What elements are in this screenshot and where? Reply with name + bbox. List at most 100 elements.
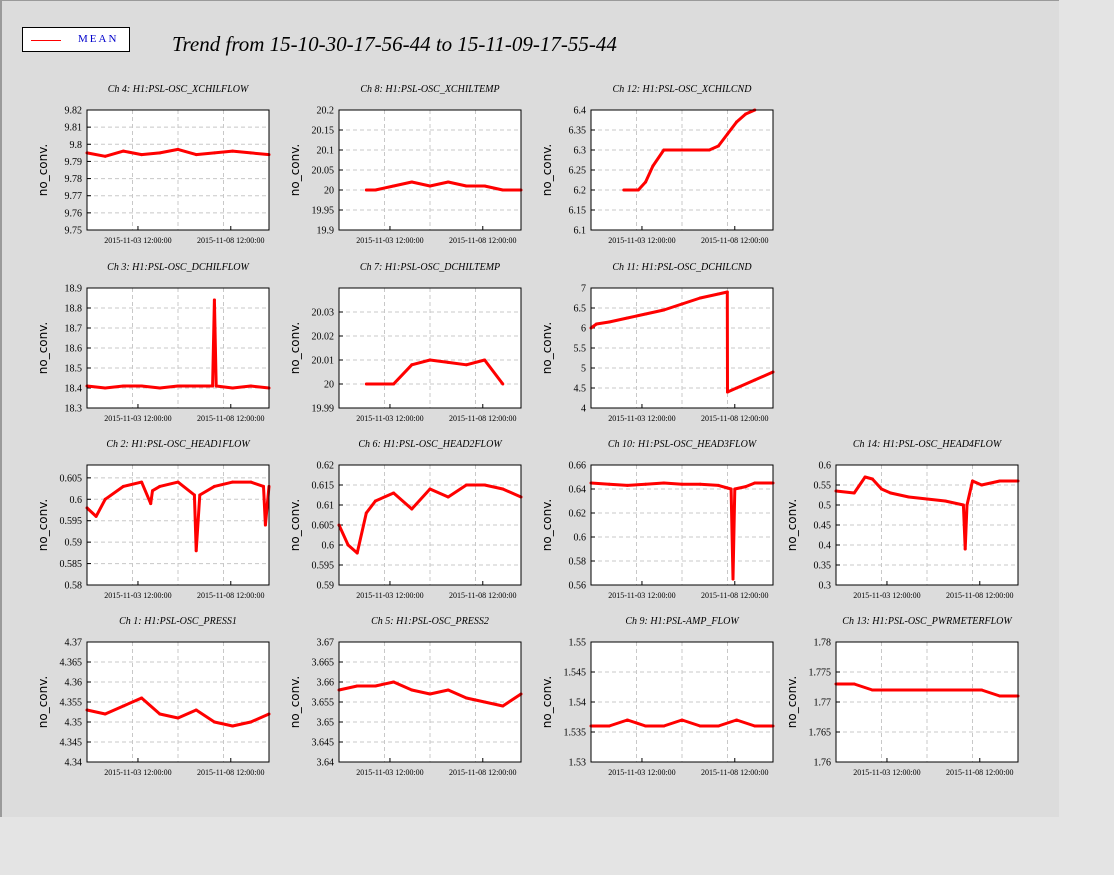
x-tick-label: 2015-11-08 12:00:00 bbox=[197, 236, 264, 245]
data-point bbox=[726, 390, 729, 394]
data-point bbox=[249, 480, 253, 484]
chart-title: Ch 3: H1:PSL-OSC_DCHILFLOW bbox=[107, 262, 250, 273]
y-tick-label: 4.345 bbox=[60, 738, 83, 749]
data-point bbox=[176, 384, 180, 388]
data-point bbox=[735, 120, 739, 124]
series-line bbox=[623, 108, 756, 192]
data-point bbox=[644, 482, 648, 486]
chart-panel: Ch 1: H1:PSL-OSC_PRESS1 4.34 4.345 4.35 4.35… bbox=[36, 616, 271, 777]
data-point bbox=[971, 479, 974, 483]
series-line bbox=[366, 180, 521, 192]
y-tick-label: 20.02 bbox=[312, 332, 335, 343]
data-point bbox=[907, 688, 911, 692]
data-point bbox=[607, 724, 611, 728]
y-tick-label: 9.81 bbox=[65, 123, 83, 134]
y-tick-label: 6.35 bbox=[569, 126, 587, 137]
data-point bbox=[744, 485, 748, 489]
data-point bbox=[94, 514, 98, 518]
data-point bbox=[870, 688, 874, 692]
data-point bbox=[212, 151, 216, 155]
data-point bbox=[735, 386, 739, 390]
data-point bbox=[662, 308, 666, 312]
x-tick-label: 2015-11-03 12:00:00 bbox=[356, 236, 423, 245]
data-point bbox=[625, 483, 629, 487]
y-tick-label: 1.535 bbox=[564, 728, 587, 739]
data-point bbox=[651, 164, 655, 168]
y-tick-label: 1.545 bbox=[564, 668, 587, 679]
data-point bbox=[501, 487, 505, 491]
plot-frame bbox=[590, 464, 774, 586]
data-point bbox=[961, 503, 965, 507]
y-tick-label: 20.1 bbox=[317, 146, 335, 157]
data-point bbox=[121, 384, 125, 388]
y-tick-label: 19.9 bbox=[317, 226, 335, 237]
plot-frame bbox=[86, 109, 270, 231]
y-axis-label: no_conv. bbox=[540, 322, 554, 374]
data-point bbox=[963, 547, 967, 551]
y-tick-label: 3.66 bbox=[317, 678, 335, 689]
data-point bbox=[698, 724, 702, 728]
data-point bbox=[428, 184, 432, 188]
data-point bbox=[364, 511, 368, 515]
data-point bbox=[852, 491, 856, 495]
chart-title: Ch 14: H1:PSL-OSC_HEAD4FLOW bbox=[853, 439, 1003, 450]
y-tick-label: 4.355 bbox=[60, 698, 83, 709]
data-point bbox=[140, 696, 144, 700]
x-tick-label: 2015-11-03 12:00:00 bbox=[356, 591, 423, 600]
y-tick-label: 0.3 bbox=[819, 581, 832, 592]
data-point bbox=[625, 316, 629, 320]
x-tick-label: 2015-11-03 12:00:00 bbox=[608, 768, 675, 777]
chart-title: Ch 12: H1:PSL-OSC_XCHILCND bbox=[613, 84, 753, 95]
y-tick-label: 20.03 bbox=[312, 308, 335, 319]
data-point bbox=[373, 684, 377, 688]
data-point bbox=[212, 298, 216, 302]
y-tick-label: 18.7 bbox=[65, 324, 83, 335]
y-tick-label: 4.35 bbox=[65, 718, 83, 729]
y-tick-label: 4.365 bbox=[60, 658, 83, 669]
data-point bbox=[231, 149, 235, 153]
legend: MEAN bbox=[22, 27, 130, 52]
y-tick-label: 9.78 bbox=[65, 174, 83, 185]
data-point bbox=[373, 382, 377, 386]
chart-title: Ch 1: H1:PSL-OSC_PRESS1 bbox=[119, 616, 237, 627]
data-point bbox=[263, 523, 267, 527]
chart-title: Ch 9: H1:PSL-AMP_FLOW bbox=[625, 616, 740, 627]
data-point bbox=[629, 188, 633, 192]
data-point bbox=[151, 489, 154, 493]
data-point bbox=[662, 481, 666, 485]
y-tick-label: 3.65 bbox=[317, 718, 335, 729]
data-point bbox=[464, 363, 468, 367]
data-point bbox=[428, 358, 432, 362]
y-tick-label: 9.76 bbox=[65, 208, 83, 219]
data-point bbox=[428, 692, 432, 696]
data-point bbox=[212, 720, 216, 724]
data-point bbox=[998, 479, 1002, 483]
data-point bbox=[501, 704, 505, 708]
chart-title: Ch 4: H1:PSL-OSC_XCHILFLOW bbox=[108, 84, 250, 95]
data-point bbox=[925, 688, 929, 692]
data-point bbox=[140, 153, 144, 157]
y-tick-label: 9.8 bbox=[70, 140, 83, 151]
y-tick-label: 0.45 bbox=[814, 521, 832, 532]
data-point bbox=[464, 696, 468, 700]
data-point bbox=[680, 718, 684, 722]
y-tick-label: 5.5 bbox=[574, 344, 587, 355]
y-tick-label: 18.5 bbox=[65, 364, 83, 375]
data-point bbox=[662, 724, 666, 728]
chart-panel: Ch 12: H1:PSL-OSC_XCHILCND 6.1 6.15 6.2 6.25… bbox=[540, 84, 774, 245]
x-tick-label: 2015-11-08 12:00:00 bbox=[701, 236, 768, 245]
y-tick-label: 18.3 bbox=[65, 404, 83, 415]
y-tick-label: 0.59 bbox=[317, 581, 335, 592]
data-point bbox=[731, 577, 735, 581]
data-point bbox=[998, 694, 1002, 698]
y-tick-label: 6.2 bbox=[574, 186, 587, 197]
y-tick-label: 9.79 bbox=[65, 157, 83, 168]
chart-panel: Ch 13: H1:PSL-OSC_PWRMETERFLOW 1.76 1.765 1… bbox=[785, 616, 1020, 777]
data-point bbox=[698, 482, 702, 486]
y-tick-label: 0.6 bbox=[819, 461, 832, 472]
data-point bbox=[355, 684, 359, 688]
data-point bbox=[373, 188, 377, 192]
data-point bbox=[194, 708, 198, 712]
plot-frame bbox=[590, 109, 774, 231]
data-point bbox=[410, 688, 414, 692]
